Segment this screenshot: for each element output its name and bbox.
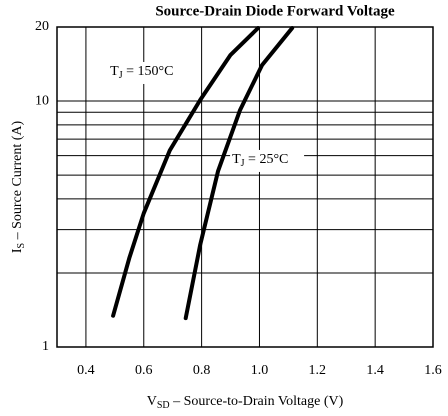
curve-label-rest: = 150°C xyxy=(123,64,174,79)
y-axis-label-rest: – Source Current (A) xyxy=(10,121,25,243)
y-axis-label-main: I xyxy=(10,248,25,253)
x-tick-label: 1.2 xyxy=(309,363,327,378)
plot-frame xyxy=(56,26,434,348)
label-background xyxy=(230,149,305,172)
x-axis-label-rest: – Source-to-Drain Voltage (V) xyxy=(170,394,344,409)
x-tick-label: 0.6 xyxy=(135,363,153,378)
x-tick-label: 1.0 xyxy=(251,363,269,378)
label-background xyxy=(108,61,191,84)
curve-label-rest: = 25°C xyxy=(245,152,289,167)
x-tick-label: 1.6 xyxy=(424,363,442,378)
curve xyxy=(111,26,261,318)
y-tick-label: 20 xyxy=(35,19,49,34)
curve-label: TJ = 150°C xyxy=(110,64,173,81)
x-tick-label: 0.8 xyxy=(193,363,211,378)
x-axis-label-sub: SD xyxy=(157,400,170,411)
y-tick-label: 1 xyxy=(42,339,49,354)
x-axis-label: VSD – Source-to-Drain Voltage (V) xyxy=(147,394,344,411)
curve-label: TJ = 25°C xyxy=(232,152,288,169)
y-tick-label: 10 xyxy=(35,93,49,108)
curve-label-sub: J xyxy=(241,158,245,169)
curve-label-main: T xyxy=(232,152,241,167)
curve-label-sub: J xyxy=(119,70,123,81)
y-axis-label-sub: S xyxy=(16,243,27,249)
curve xyxy=(183,26,295,321)
x-tick-label: 1.4 xyxy=(366,363,384,378)
y-axis-label: IS – Source Current (A) xyxy=(10,121,27,254)
curve-label-main: T xyxy=(110,64,119,79)
x-tick-label: 0.4 xyxy=(77,363,95,378)
chart-title: Source-Drain Diode Forward Voltage xyxy=(155,3,395,19)
x-axis-label-main: V xyxy=(147,394,157,409)
